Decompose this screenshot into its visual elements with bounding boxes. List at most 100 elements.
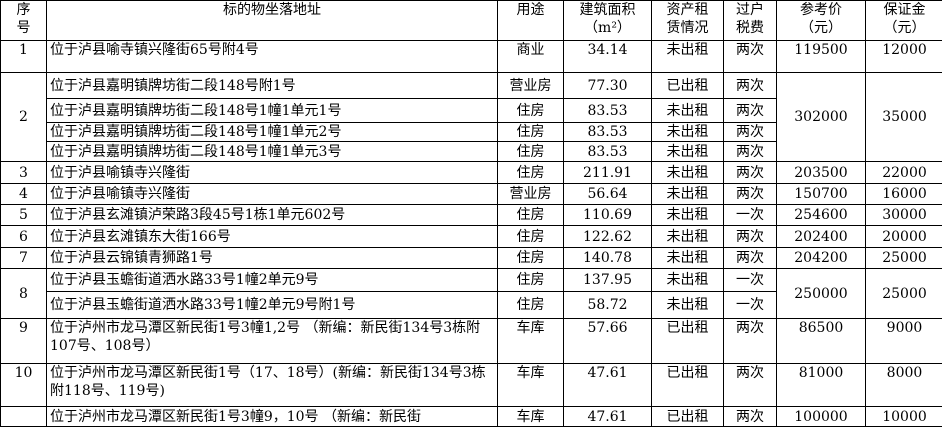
address-cell: 位于泸县玄滩镇泸荣路3段45号1栋1单元602号 bbox=[47, 205, 498, 226]
reference-price-cell: 203500 bbox=[777, 162, 866, 184]
use-cell: 营业房 bbox=[498, 184, 564, 205]
area-cell: 140.78 bbox=[564, 248, 652, 269]
area-cell: 58.72 bbox=[564, 292, 652, 319]
deposit-cell: 20000 bbox=[866, 226, 942, 248]
deposit-cell: 30000 bbox=[866, 205, 942, 226]
address-cell: 位于泸县喻镇寺兴隆街 bbox=[47, 162, 498, 184]
lease-status-cell: 未出租 bbox=[652, 99, 724, 123]
use-cell: 车库 bbox=[498, 364, 564, 407]
transfer-tax-cell: 一次 bbox=[724, 292, 777, 319]
seq-cell: 10 bbox=[1, 364, 47, 407]
use-cell: 住房 bbox=[498, 99, 564, 123]
deposit-cell: 35000 bbox=[866, 73, 942, 162]
area-cell: 83.53 bbox=[564, 123, 652, 142]
seq-cell: 8 bbox=[1, 269, 47, 319]
lease-status-cell: 已出租 bbox=[652, 407, 724, 427]
use-cell: 商业 bbox=[498, 41, 564, 73]
area-cell: 122.62 bbox=[564, 226, 652, 248]
use-cell: 住房 bbox=[498, 142, 564, 162]
deposit-cell: 9000 bbox=[866, 319, 942, 364]
use-cell: 住房 bbox=[498, 226, 564, 248]
header-row: 序 号 标的物坐落地址 用途 建筑面积 （m²） 资产租 赁情况 过户 税费 参… bbox=[1, 1, 942, 41]
address-cell: 位于泸州市龙马潭区新民街1号（17、18号）(新编：新民街134号3栋附118号… bbox=[47, 364, 498, 407]
address-cell: 位于泸县玄滩镇东大街166号 bbox=[47, 226, 498, 248]
seq-cell: 2 bbox=[1, 73, 47, 162]
deposit-cell: 22000 bbox=[866, 162, 942, 184]
seq-cell: 4 bbox=[1, 184, 47, 205]
use-cell: 住房 bbox=[498, 162, 564, 184]
address-cell: 位于泸县嘉明镇牌坊街二段148号1幢1单元3号 bbox=[47, 142, 498, 162]
deposit-cell: 25000 bbox=[866, 269, 942, 319]
lease-status-cell: 未出租 bbox=[652, 226, 724, 248]
area-cell: 83.53 bbox=[564, 99, 652, 123]
reference-price-cell: 81000 bbox=[777, 364, 866, 407]
lease-status-cell: 已出租 bbox=[652, 364, 724, 407]
header-address: 标的物坐落地址 bbox=[47, 1, 498, 41]
transfer-tax-cell: 两次 bbox=[724, 41, 777, 73]
header-seq: 序 号 bbox=[1, 1, 47, 41]
transfer-tax-cell: 一次 bbox=[724, 269, 777, 292]
transfer-tax-cell: 两次 bbox=[724, 226, 777, 248]
transfer-tax-cell: 两次 bbox=[724, 73, 777, 99]
deposit-cell: 12000 bbox=[866, 41, 942, 73]
seq-cell bbox=[1, 407, 47, 427]
transfer-tax-cell: 两次 bbox=[724, 142, 777, 162]
address-cell: 位于泸县喻寺镇兴隆街65号附4号 bbox=[47, 41, 498, 73]
use-cell: 住房 bbox=[498, 269, 564, 292]
use-cell: 车库 bbox=[498, 319, 564, 364]
transfer-tax-cell: 两次 bbox=[724, 162, 777, 184]
seq-cell: 1 bbox=[1, 41, 47, 73]
area-cell: 211.91 bbox=[564, 162, 652, 184]
area-cell: 110.69 bbox=[564, 205, 652, 226]
seq-cell: 5 bbox=[1, 205, 47, 226]
area-cell: 83.53 bbox=[564, 142, 652, 162]
reference-price-cell: 202400 bbox=[777, 226, 866, 248]
reference-price-cell: 254600 bbox=[777, 205, 866, 226]
address-cell: 位于泸州市龙马潭区新民街1号3幢1,2号 （新编：新民街134号3栋附107号、… bbox=[47, 319, 498, 364]
use-cell: 住房 bbox=[498, 123, 564, 142]
transfer-tax-cell: 两次 bbox=[724, 248, 777, 269]
address-cell: 位于泸县嘉明镇牌坊街二段148号1幢1单元2号 bbox=[47, 123, 498, 142]
lease-status-cell: 已出租 bbox=[652, 319, 724, 364]
use-cell: 营业房 bbox=[498, 73, 564, 99]
seq-cell: 6 bbox=[1, 226, 47, 248]
reference-price-cell: 119500 bbox=[777, 41, 866, 73]
lease-status-cell: 未出租 bbox=[652, 41, 724, 73]
deposit-cell: 8000 bbox=[866, 364, 942, 407]
address-cell: 位于泸县玉蟾街道洒水路33号1幢2单元9号附1号 bbox=[47, 292, 498, 319]
area-cell: 47.61 bbox=[564, 364, 652, 407]
reference-price-cell: 86500 bbox=[777, 319, 866, 364]
header-use: 用途 bbox=[498, 1, 564, 41]
lease-status-cell: 未出租 bbox=[652, 123, 724, 142]
use-cell: 车库 bbox=[498, 407, 564, 427]
deposit-cell: 25000 bbox=[866, 248, 942, 269]
lease-status-cell: 未出租 bbox=[652, 269, 724, 292]
address-cell: 位于泸县喻镇寺兴隆街 bbox=[47, 184, 498, 205]
header-area: 建筑面积 （m²） bbox=[564, 1, 652, 41]
reference-price-cell: 204200 bbox=[777, 248, 866, 269]
transfer-tax-cell: 两次 bbox=[724, 184, 777, 205]
reference-price-cell: 302000 bbox=[777, 73, 866, 162]
header-deposit: 保证金 （元） bbox=[866, 1, 942, 41]
area-cell: 57.66 bbox=[564, 319, 652, 364]
header-tax: 过户 税费 bbox=[724, 1, 777, 41]
area-cell: 77.30 bbox=[564, 73, 652, 99]
lease-status-cell: 未出租 bbox=[652, 184, 724, 205]
area-cell: 56.64 bbox=[564, 184, 652, 205]
transfer-tax-cell: 两次 bbox=[724, 99, 777, 123]
lease-status-cell: 未出租 bbox=[652, 292, 724, 319]
use-cell: 住房 bbox=[498, 248, 564, 269]
reference-price-cell: 250000 bbox=[777, 269, 866, 319]
transfer-tax-cell: 两次 bbox=[724, 407, 777, 427]
